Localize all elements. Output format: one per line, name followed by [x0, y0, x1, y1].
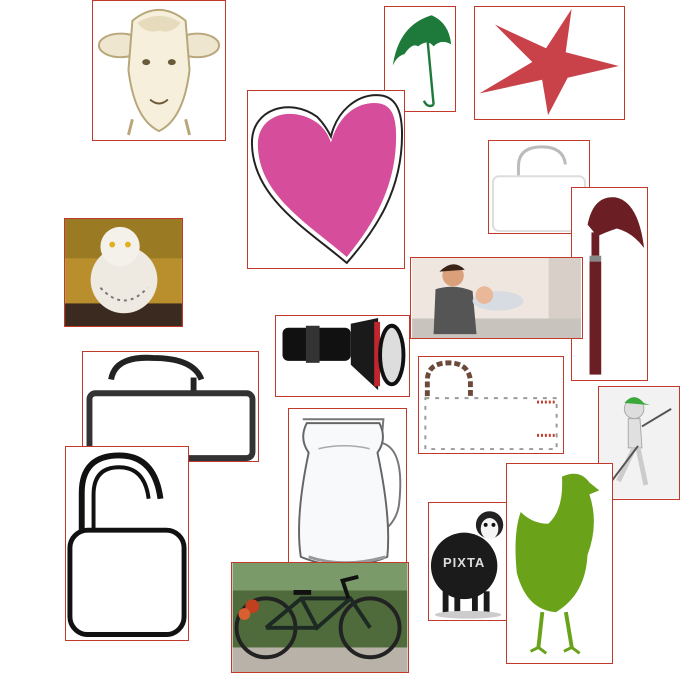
- flashlight-image: [275, 315, 410, 397]
- black-sheep-image: PIXTA: [428, 502, 514, 621]
- glass-pitcher-image: [288, 408, 407, 575]
- walking-cane-image: [571, 187, 648, 381]
- mother-baby-image: [410, 257, 583, 339]
- sheep-face-image: [92, 0, 226, 141]
- padlock-tall-image: [65, 446, 189, 641]
- padlock-wide-image: [82, 351, 259, 462]
- owl-image: [64, 218, 183, 327]
- heart-image: [247, 90, 405, 269]
- bicycle-image: [231, 562, 409, 673]
- padlock-sketch-image: [418, 356, 564, 454]
- watermark-text: PIXTA: [443, 555, 486, 570]
- star-image: [474, 6, 625, 120]
- chicken-image: [506, 463, 613, 664]
